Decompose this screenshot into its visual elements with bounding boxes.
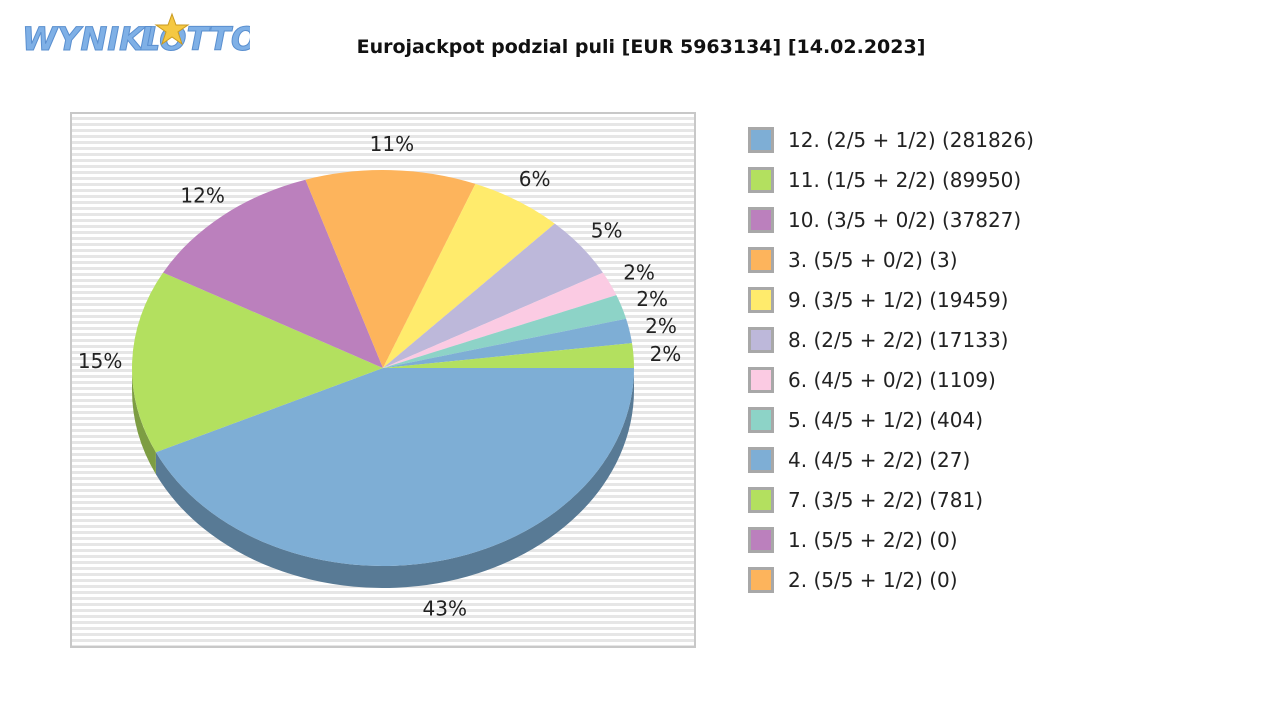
legend-label: 1. (5/5 + 2/2) (0): [788, 528, 958, 552]
pie-slice-6: [383, 272, 617, 368]
pie-side-walls: [132, 368, 634, 589]
legend-label: 11. (1/5 + 2/2) (89950): [788, 168, 1022, 192]
legend-item: 10. (3/5 + 0/2) (37827): [748, 200, 1034, 240]
legend-label: 10. (3/5 + 0/2) (37827): [788, 208, 1022, 232]
wyniki-lotto-logo: WYNIKI LOTTO: [20, 10, 259, 64]
pie-percent-label-6: 2%: [623, 261, 655, 285]
legend-swatch: [748, 407, 774, 433]
pie-side-1: [132, 368, 156, 475]
legend-label: 9. (3/5 + 1/2) (19459): [788, 288, 1009, 312]
legend-item: 6. (4/5 + 0/2) (1109): [748, 360, 1034, 400]
legend-swatch: [748, 487, 774, 513]
legend-item: 9. (3/5 + 1/2) (19459): [748, 280, 1034, 320]
legend-item: 3. (5/5 + 0/2) (3): [748, 240, 1034, 280]
pie-slice-3: [305, 170, 476, 368]
pie-slice-9: [383, 343, 634, 368]
legend-item: 12. (2/5 + 1/2) (281826): [748, 120, 1034, 160]
legend-swatch: [748, 167, 774, 193]
legend-label: 7. (3/5 + 2/2) (781): [788, 488, 984, 512]
pie-slice-7: [383, 295, 627, 368]
legend-swatch: [748, 127, 774, 153]
legend-swatch: [748, 447, 774, 473]
legend-label: 5. (4/5 + 1/2) (404): [788, 408, 984, 432]
pie-slice-5: [383, 223, 603, 368]
legend-label: 2. (5/5 + 1/2) (0): [788, 568, 958, 592]
pie-percent-label-5: 5%: [591, 219, 623, 243]
legend-label: 12. (2/5 + 1/2) (281826): [788, 128, 1034, 152]
legend-swatch: [748, 287, 774, 313]
pie-percent-label-3: 11%: [370, 132, 414, 156]
legend-swatch: [748, 527, 774, 553]
pie-slice-8: [383, 318, 633, 368]
pie-percent-label-1: 15%: [78, 349, 122, 373]
legend-item: 11. (1/5 + 2/2) (89950): [748, 160, 1034, 200]
legend-label: 6. (4/5 + 0/2) (1109): [788, 368, 996, 392]
pie-percent-label-4: 6%: [519, 167, 551, 191]
legend-item: 2. (5/5 + 1/2) (0): [748, 560, 1034, 600]
logo-star-icon: [154, 12, 190, 46]
pie-slice-0: [155, 368, 634, 566]
logo-text-wyniki: WYNIKI: [22, 20, 156, 58]
pie-slice-1: [132, 272, 383, 453]
legend-label: 8. (2/5 + 2/2) (17133): [788, 328, 1009, 352]
legend-swatch: [748, 247, 774, 273]
legend-item: 7. (3/5 + 2/2) (781): [748, 480, 1034, 520]
legend-item: 4. (4/5 + 2/2) (27): [748, 440, 1034, 480]
legend-swatch: [748, 327, 774, 353]
legend-label: 4. (4/5 + 2/2) (27): [788, 448, 971, 472]
legend-swatch: [748, 367, 774, 393]
legend-item: 8. (2/5 + 2/2) (17133): [748, 320, 1034, 360]
pie-percent-label-2: 12%: [180, 183, 224, 207]
pie-percent-label-8: 2%: [645, 314, 677, 338]
chart-legend: 12. (2/5 + 1/2) (281826) 11. (1/5 + 2/2) …: [748, 120, 1034, 600]
legend-label: 3. (5/5 + 0/2) (3): [788, 248, 958, 272]
pie-percent-label-0: 43%: [423, 597, 467, 621]
pie-percent-label-7: 2%: [636, 287, 668, 311]
pie-percent-label-9: 2%: [650, 342, 682, 366]
chart-title: Eurojackpot podzial puli [EUR 5963134] […: [356, 36, 926, 58]
legend-swatch: [748, 567, 774, 593]
legend-swatch: [748, 207, 774, 233]
pie-slice-4: [383, 183, 555, 368]
legend-item: 5. (4/5 + 1/2) (404): [748, 400, 1034, 440]
legend-item: 1. (5/5 + 2/2) (0): [748, 520, 1034, 560]
pie-slice-2: [163, 179, 383, 368]
